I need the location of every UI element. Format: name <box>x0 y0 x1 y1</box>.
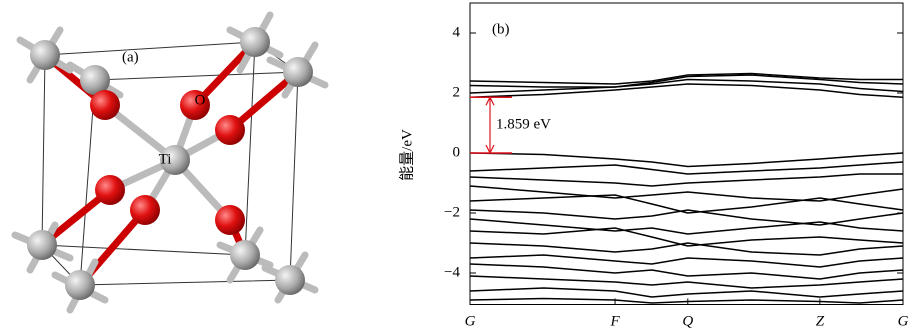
band-line <box>470 174 903 186</box>
band-line <box>470 153 903 167</box>
y-axis-label: 能量/eV <box>398 129 415 181</box>
y-tick-label: −4 <box>444 264 460 280</box>
band-line <box>470 255 903 267</box>
band-line <box>470 162 903 174</box>
band-line <box>470 288 903 297</box>
figure: (a) O Ti (b) 能量/eV −4 −2 0 2 4 G F Q Z G 1.859 eV <box>0 0 908 334</box>
band-line <box>470 276 903 288</box>
x-tick-label: G <box>898 313 908 329</box>
band-line <box>470 75 903 87</box>
y-tick-label: 0 <box>453 144 461 160</box>
band-line <box>470 243 903 255</box>
y-tick-label: 2 <box>453 84 461 100</box>
panel-label: (b) <box>492 21 510 37</box>
crystal-structure: (a) O Ti <box>15 15 325 310</box>
panel-label: (a) <box>122 49 139 65</box>
band-line <box>470 299 903 304</box>
gap-label: 1.859 eV <box>496 117 551 133</box>
atom-label: Ti <box>159 151 172 167</box>
atom-label: O <box>195 92 206 108</box>
x-tick-label: Z <box>816 313 825 329</box>
x-tick-label: F <box>609 313 620 329</box>
band-line <box>470 264 903 279</box>
band-line <box>470 219 903 234</box>
x-tick-label: G <box>465 313 476 329</box>
y-tick-label: −2 <box>444 204 460 220</box>
band-line <box>470 74 903 85</box>
y-tick-label: 4 <box>453 24 461 40</box>
x-tick-label: Q <box>682 313 693 329</box>
